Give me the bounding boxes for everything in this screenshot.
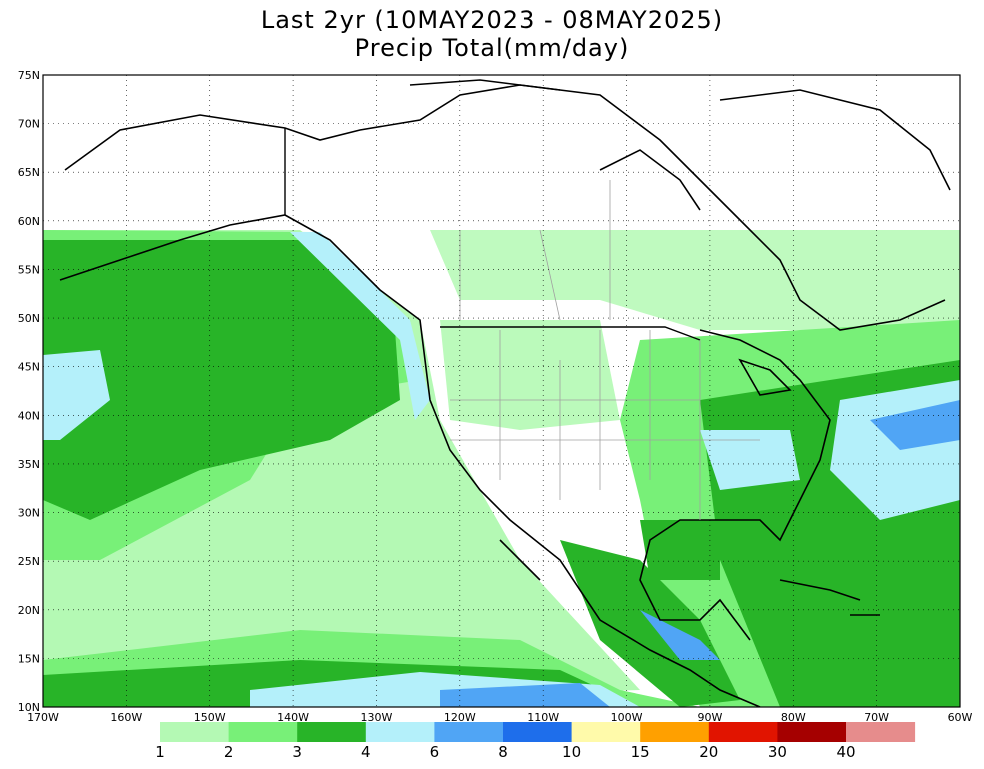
lon-tick-label: 80W — [781, 711, 806, 724]
lon-tick-label: 100W — [611, 711, 643, 724]
lat-tick-label: 10N — [18, 701, 40, 714]
lat-tick-label: 35N — [18, 458, 40, 471]
graticule — [43, 75, 960, 707]
lat-tick-label: 20N — [18, 604, 40, 617]
legend-label: 6 — [430, 743, 440, 761]
lat-tick-label: 75N — [18, 69, 40, 82]
legend-swatch — [160, 722, 230, 742]
lat-tick-label: 55N — [18, 263, 40, 276]
legend-label: 20 — [699, 743, 718, 761]
lon-tick-label: 60W — [948, 711, 973, 724]
legend-label: 8 — [498, 743, 508, 761]
lat-tick-label: 30N — [18, 507, 40, 520]
lat-tick-label: 40N — [18, 409, 40, 422]
map-subtitle: Precip Total(mm/day) — [354, 34, 630, 62]
legend-swatch — [708, 722, 778, 742]
lon-tick-label: 130W — [361, 711, 393, 724]
lon-tick-label: 160W — [110, 711, 142, 724]
legend-label: 3 — [292, 743, 302, 761]
legend-swatch — [434, 722, 504, 742]
lat-tick-label: 45N — [18, 361, 40, 374]
lon-tick-label: 140W — [277, 711, 309, 724]
lat-tick-label: 65N — [18, 166, 40, 179]
precip-field — [43, 75, 960, 707]
legend-swatch — [571, 722, 641, 742]
lat-tick-label: 60N — [18, 215, 40, 228]
lat-tick-label: 70N — [18, 118, 40, 131]
lon-tick-label: 120W — [444, 711, 476, 724]
legend-label: 30 — [768, 743, 787, 761]
legend-swatch — [365, 722, 435, 742]
lon-tick-label: 150W — [194, 711, 226, 724]
lon-tick-label: 70W — [864, 711, 889, 724]
lat-tick-label: 25N — [18, 555, 40, 568]
legend-swatch — [777, 722, 847, 742]
lat-tick-label: 50N — [18, 312, 40, 325]
coastlines — [59, 79, 951, 707]
legend-swatch — [503, 722, 573, 742]
plot-frame — [42, 74, 961, 708]
legend-label: 4 — [361, 743, 371, 761]
legend-label: 40 — [836, 743, 855, 761]
legend-label: 2 — [224, 743, 234, 761]
map-title: Last 2yr (10MAY2023 - 08MAY2025) — [260, 6, 724, 34]
color-legend: 1 2 3 4 6 8 10 15 20 30 40 — [155, 722, 916, 761]
legend-label: 15 — [631, 743, 650, 761]
legend-swatch — [228, 722, 298, 742]
lat-tick-label: 15N — [18, 652, 40, 665]
legend-swatch — [846, 722, 916, 742]
legend-swatch — [640, 722, 710, 742]
lon-tick-label: 110W — [527, 711, 559, 724]
legend-swatch — [297, 722, 367, 742]
lon-tick-label: 170W — [27, 711, 59, 724]
legend-label: 1 — [155, 743, 165, 761]
borders — [284, 128, 701, 341]
lon-tick-label: 90W — [697, 711, 722, 724]
legend-label: 10 — [562, 743, 581, 761]
